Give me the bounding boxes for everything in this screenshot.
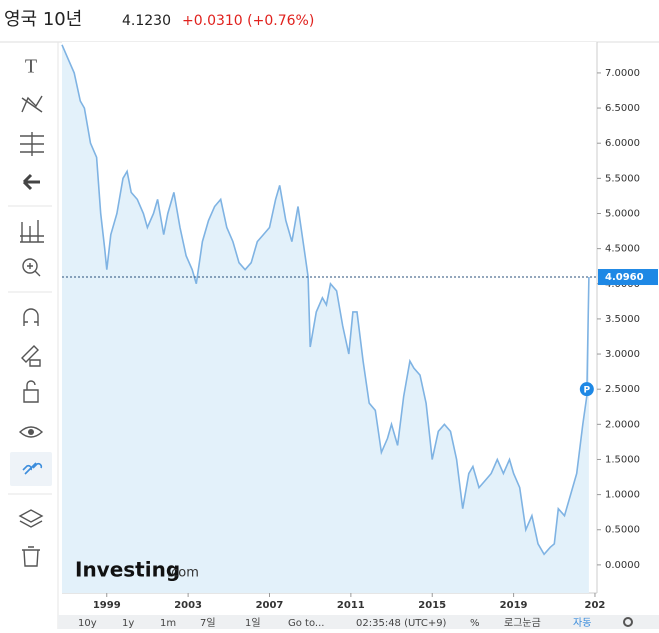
toolbar-button[interactable]: Go to... (288, 618, 324, 629)
y-tick-label: 0.5000 (605, 525, 640, 536)
y-tick-label: 0.0000 (605, 560, 640, 571)
toolbar-button[interactable]: 7일 (200, 617, 216, 629)
toolbar-button[interactable]: 자동 (573, 617, 591, 629)
logo: Investing .com (75, 558, 199, 582)
y-tick-label: 5.5000 (605, 173, 640, 184)
y-tick-label: 4.5000 (605, 244, 640, 255)
area (62, 44, 589, 594)
marker (579, 382, 594, 397)
left-toolbar: T (8, 42, 59, 629)
logo-brand: Investing (75, 558, 180, 582)
title: 영국 10년 (4, 9, 82, 30)
change: +0.0310 (+0.76%) (182, 13, 314, 29)
y-tick-label: 7.0000 (605, 68, 640, 79)
bottom-bar (58, 615, 659, 629)
x-tick-label: 2015 (418, 600, 446, 611)
y-tick-label: 6.0000 (605, 138, 640, 149)
toolbar-button[interactable]: % (470, 618, 480, 629)
line (61, 44, 590, 556)
y-tick-label: 6.5000 (605, 103, 640, 114)
toolbar-button[interactable]: 1y (122, 618, 134, 629)
toolbar-button[interactable]: 10y (78, 618, 97, 629)
marker-label: P (584, 386, 591, 396)
y-tick-label: 2.0000 (605, 419, 640, 430)
current-box (598, 269, 658, 286)
x-tick-label: 2011 (337, 600, 365, 611)
x-tick-label: 2019 (500, 600, 528, 611)
y-tick-label: 3.5000 (605, 314, 640, 325)
x-tick-label: 202 (585, 600, 606, 611)
y-tick-label: 1.5000 (605, 454, 640, 465)
x-tick-label: 2007 (256, 600, 284, 611)
toolbar-button[interactable]: 02:35:48 (UTC+9) (356, 618, 447, 629)
y-tick-label: 5.0000 (605, 208, 640, 219)
toolbar-button[interactable]: 1m (160, 618, 176, 629)
toolbar-button[interactable]: 1일 (245, 617, 261, 629)
plot (61, 42, 598, 594)
current-label: 4.0960 (605, 272, 644, 283)
x-tick-label: 2003 (174, 600, 202, 611)
settings-icon[interactable] (623, 617, 633, 627)
logo-suffix: .com (167, 566, 199, 581)
toolbar-button[interactable]: 로그눈금 (504, 617, 541, 629)
x-tick-label: 1999 (93, 600, 121, 611)
svg-text:T: T (25, 56, 37, 78)
y-tick-label: 3.0000 (605, 349, 640, 360)
y-tick-label: 2.5000 (605, 384, 640, 395)
y-tick-label: 1.0000 (605, 490, 640, 501)
price: 4.1230 (122, 13, 171, 29)
